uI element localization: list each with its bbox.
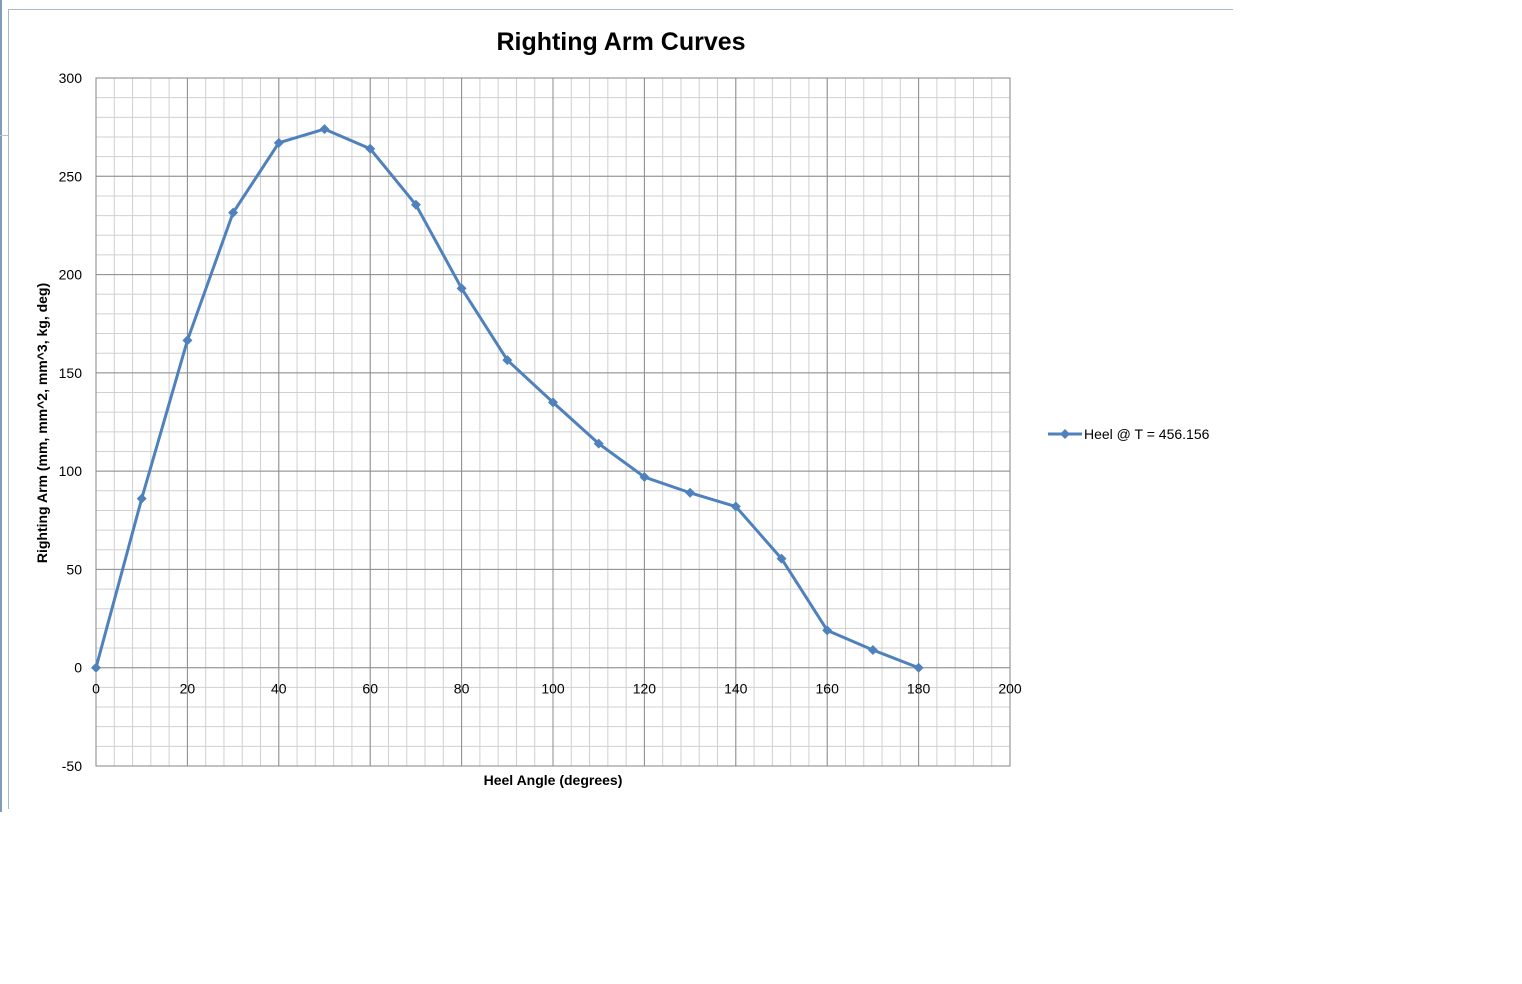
- x-axis-label: Heel Angle (degrees): [484, 772, 623, 788]
- window-left-tick: [0, 135, 8, 136]
- series-heel: [91, 124, 924, 673]
- y-tick-label: 300: [59, 70, 83, 86]
- chart-border-left: [8, 9, 9, 809]
- y-tick-label: 250: [59, 168, 83, 184]
- data-point-marker: [136, 493, 147, 504]
- data-point-marker: [730, 501, 741, 512]
- y-tick-label: 150: [59, 365, 83, 381]
- data-point-marker: [91, 662, 101, 673]
- data-point-marker: [365, 143, 376, 154]
- minor-gridlines: [95, 77, 1011, 767]
- x-tick-label: 0: [92, 681, 100, 697]
- plot-area-border: [95, 77, 1011, 767]
- data-point-marker: [456, 283, 467, 294]
- data-point-marker: [228, 207, 239, 218]
- x-tick-label: 80: [454, 681, 470, 697]
- y-axis-tick-labels: -50 0 50 100 150 200 250 300: [59, 70, 83, 774]
- data-point-marker: [182, 335, 193, 346]
- legend-diamond-marker: [1060, 429, 1070, 439]
- y-tick-label: 100: [59, 463, 83, 479]
- data-point-marker: [502, 355, 513, 366]
- y-tick-label: 200: [59, 267, 83, 283]
- y-tick-label: 0: [74, 660, 82, 676]
- chart-title: Righting Arm Curves: [496, 28, 745, 56]
- x-tick-label: 60: [362, 681, 378, 697]
- x-tick-label: 160: [816, 681, 840, 697]
- data-point-marker: [548, 397, 558, 408]
- y-axis-label: Righting Arm (mm, mm^2, mm^3, kg, deg): [34, 283, 50, 563]
- x-tick-label: 100: [541, 681, 565, 697]
- data-point-marker: [593, 438, 604, 449]
- window-left-border: [0, 0, 2, 812]
- data-point-marker: [913, 662, 924, 673]
- y-tick-label: 50: [66, 561, 82, 577]
- series-line: [94, 127, 920, 670]
- data-point-marker: [410, 199, 421, 210]
- chart-border-top: [8, 9, 1233, 10]
- data-point-marker: [822, 625, 833, 636]
- x-axis-tick-labels: 0 20 40 60 80 100 120 140 160 180 200: [92, 681, 1022, 697]
- data-point-marker: [776, 553, 787, 564]
- x-tick-label: 180: [907, 681, 931, 697]
- data-point-marker: [867, 645, 878, 656]
- data-point-marker: [685, 487, 696, 498]
- x-tick-label: 200: [998, 681, 1022, 697]
- data-point-marker: [273, 137, 284, 148]
- major-gridlines: [95, 77, 1011, 767]
- x-tick-label: 40: [271, 681, 287, 697]
- y-tick-label: -50: [62, 758, 82, 774]
- x-tick-label: 140: [724, 681, 748, 697]
- data-point-marker: [639, 472, 650, 483]
- legend-entry-label: Heel @ T = 456.156: [1084, 426, 1210, 442]
- legend: Heel @ T = 456.156: [1048, 426, 1210, 442]
- x-tick-label: 20: [180, 681, 196, 697]
- x-tick-label: 120: [633, 681, 657, 697]
- data-point-marker: [319, 124, 330, 135]
